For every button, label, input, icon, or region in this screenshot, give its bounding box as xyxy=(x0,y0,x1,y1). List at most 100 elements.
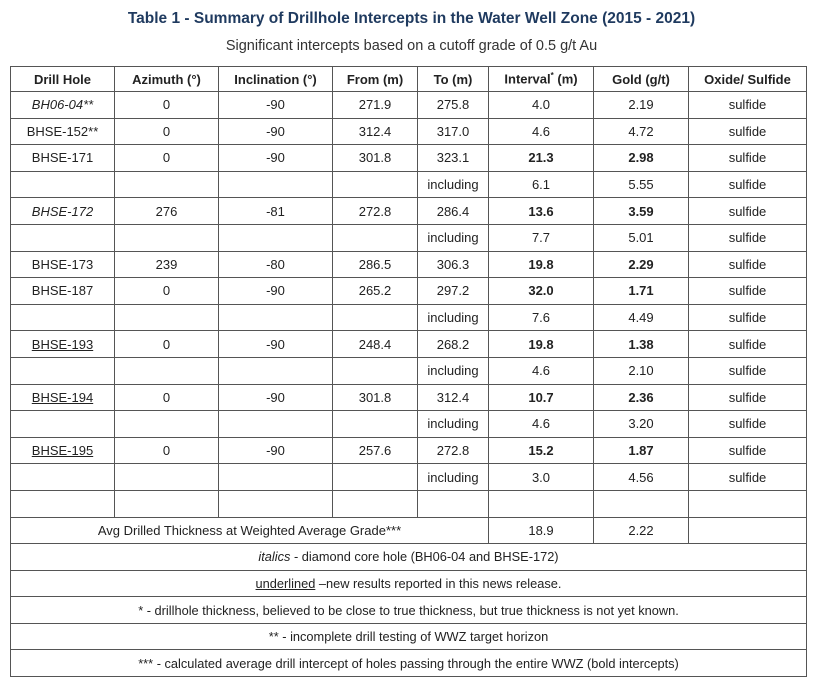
cell-drill-hole: BHSE-194 xyxy=(10,383,115,412)
cell-interval: 4.6 xyxy=(488,356,594,385)
cell-drill-hole: BHSE-171 xyxy=(10,144,115,172)
footnote-row: * - drillhole thickness, believed to be … xyxy=(10,596,807,624)
cell-inclination xyxy=(218,463,333,491)
header-from: From (m) xyxy=(332,66,418,92)
header-inclination: Inclination (°) xyxy=(218,66,333,92)
cell-gold: 2.29 xyxy=(593,250,689,279)
avg-interval: 18.9 xyxy=(488,516,594,545)
cell-to: including xyxy=(417,170,489,199)
cell-oxide-sulfide: sulfide xyxy=(688,463,807,491)
table-row: BHSE-152** 0 -90 312.4 317.0 4.6 4.72 sulfide xyxy=(10,117,807,146)
cell-to: 312.4 xyxy=(417,383,489,412)
cell-gold: 2.36 xyxy=(593,383,689,412)
cell-to: 306.3 xyxy=(417,250,489,279)
cell-interval: 4.6 xyxy=(488,117,594,146)
cell-drill-hole xyxy=(10,170,115,199)
cell-to: 297.2 xyxy=(417,277,489,305)
cell-azimuth xyxy=(114,223,219,252)
header-interval-unit: (m) xyxy=(553,71,578,87)
cell-azimuth xyxy=(114,463,219,491)
cell-inclination xyxy=(218,489,333,518)
cell-azimuth: 239 xyxy=(114,250,219,279)
cell-from: 271.9 xyxy=(332,91,418,119)
cell-inclination: -90 xyxy=(218,117,333,146)
cell-to: including xyxy=(417,223,489,252)
cell-to: including xyxy=(417,356,489,385)
cell-drill-hole xyxy=(10,356,115,385)
cell-azimuth xyxy=(114,356,219,385)
cell-oxide-sulfide: sulfide xyxy=(688,117,807,146)
cell-from: 272.8 xyxy=(332,197,418,225)
cell-inclination xyxy=(218,303,333,332)
cell-from xyxy=(332,356,418,385)
cell-oxide-sulfide: sulfide xyxy=(688,223,807,252)
table-row: including 7.6 4.49 sulfide xyxy=(10,303,807,332)
footnote-3: *** - calculated average drill intercept… xyxy=(10,649,807,678)
cell-drill-hole: BHSE-187 xyxy=(10,277,115,305)
cell-to xyxy=(417,489,489,518)
cell-inclination: -90 xyxy=(218,436,333,465)
cell-oxide-sulfide: sulfide xyxy=(688,250,807,279)
cell-interval: 4.0 xyxy=(488,91,594,119)
cell-oxide-sulfide: sulfide xyxy=(688,277,807,305)
cell-azimuth xyxy=(114,170,219,199)
cell-azimuth: 0 xyxy=(114,436,219,465)
table-row: including 6.1 5.55 sulfide xyxy=(10,170,807,199)
cell-azimuth: 0 xyxy=(114,383,219,412)
header-oxide-sulfide: Oxide/ Sulfide xyxy=(688,66,807,92)
cell-drill-hole: BH06-04** xyxy=(10,91,115,119)
cell-to: including xyxy=(417,410,489,438)
cell-azimuth xyxy=(114,410,219,438)
cell-oxide-sulfide: sulfide xyxy=(688,303,807,332)
cell-interval: 6.1 xyxy=(488,170,594,199)
cell-oxide-sulfide: sulfide xyxy=(688,436,807,465)
cell-oxide-sulfide: sulfide xyxy=(688,144,807,172)
cell-inclination: -90 xyxy=(218,383,333,412)
footnote-underlined: underlined –new results reported in this… xyxy=(10,569,807,598)
cell-oxide-sulfide xyxy=(688,489,807,518)
underlined-word: underlined xyxy=(255,575,316,591)
cell-from xyxy=(332,223,418,252)
cell-interval: 7.6 xyxy=(488,303,594,332)
table-title: Table 1 - Summary of Drillhole Intercept… xyxy=(127,10,696,27)
cell-drill-hole xyxy=(10,223,115,252)
cell-to: including xyxy=(417,463,489,491)
cell-to: 317.0 xyxy=(417,117,489,146)
cell-oxide-sulfide: sulfide xyxy=(688,356,807,385)
cell-inclination: -80 xyxy=(218,250,333,279)
cell-from: 248.4 xyxy=(332,330,418,358)
cell-interval: 32.0 xyxy=(488,277,594,305)
cell-azimuth: 0 xyxy=(114,330,219,358)
table-row: BHSE-194 0 -90 301.8 312.4 10.7 2.36 sulfide xyxy=(10,383,807,412)
cell-azimuth: 276 xyxy=(114,197,219,225)
table-row: including 4.6 2.10 sulfide xyxy=(10,356,807,385)
table-row xyxy=(10,489,807,518)
table-row: BHSE-187 0 -90 265.2 297.2 32.0 1.71 sulfide xyxy=(10,277,807,305)
cell-interval: 19.8 xyxy=(488,330,594,358)
cell-to: 268.2 xyxy=(417,330,489,358)
cell-inclination: -90 xyxy=(218,91,333,119)
cell-azimuth xyxy=(114,303,219,332)
cell-gold: 3.20 xyxy=(593,410,689,438)
cell-from xyxy=(332,489,418,518)
header-drill-hole: Drill Hole xyxy=(10,66,115,92)
cell-azimuth xyxy=(114,489,219,518)
table-row: including 3.0 4.56 sulfide xyxy=(10,463,807,491)
cell-to: 272.8 xyxy=(417,436,489,465)
cell-gold: 1.71 xyxy=(593,277,689,305)
cell-gold: 1.38 xyxy=(593,330,689,358)
cell-azimuth: 0 xyxy=(114,91,219,119)
cell-drill-hole: BHSE-152** xyxy=(10,117,115,146)
cell-inclination xyxy=(218,356,333,385)
cell-oxide-sulfide: sulfide xyxy=(688,410,807,438)
cell-interval: 10.7 xyxy=(488,383,594,412)
cell-gold: 4.49 xyxy=(593,303,689,332)
cell-drill-hole xyxy=(10,410,115,438)
cell-azimuth: 0 xyxy=(114,117,219,146)
cell-drill-hole xyxy=(10,489,115,518)
cell-gold: 4.56 xyxy=(593,463,689,491)
table-row: BHSE-195 0 -90 257.6 272.8 15.2 1.87 sulfide xyxy=(10,436,807,465)
cell-to: 286.4 xyxy=(417,197,489,225)
cell-to: 275.8 xyxy=(417,91,489,119)
cell-interval: 21.3 xyxy=(488,144,594,172)
